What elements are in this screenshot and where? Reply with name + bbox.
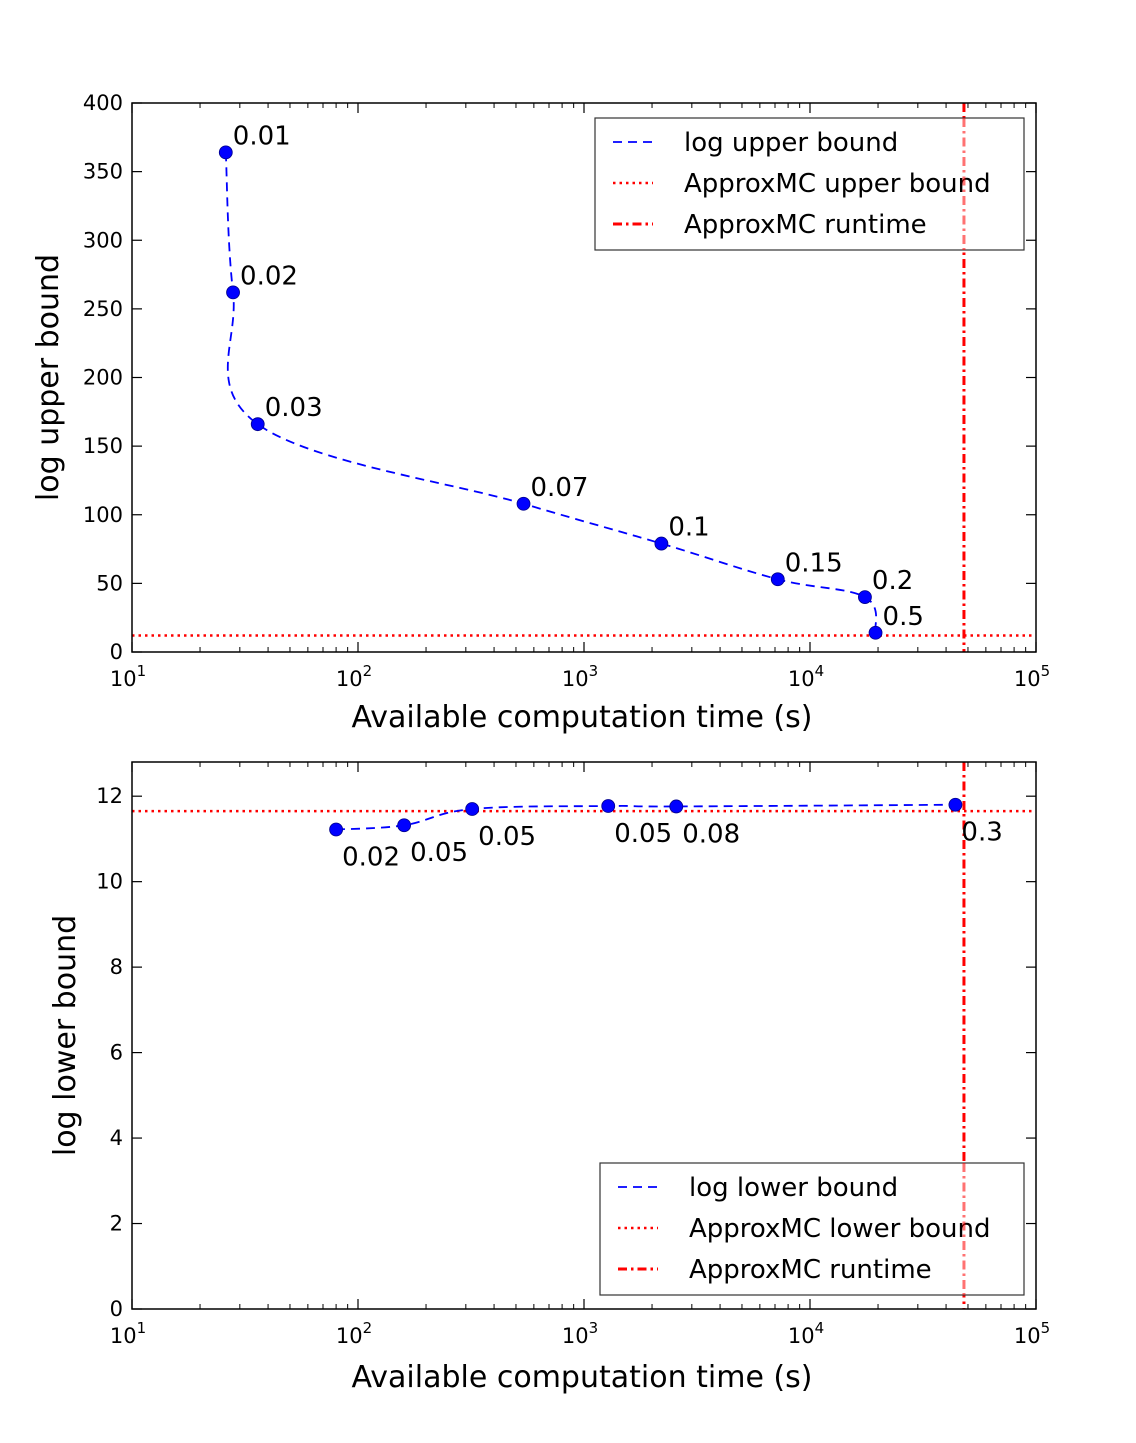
legend-label-runtime: ApproxMC runtime bbox=[689, 1255, 932, 1285]
x-tick-exponent: 4 bbox=[815, 662, 825, 680]
y-tick-label: 0 bbox=[110, 1297, 123, 1321]
y-tick-label: 2 bbox=[110, 1212, 123, 1236]
x-tick-exponent: 2 bbox=[363, 1319, 373, 1337]
upper-bound-plot-frame bbox=[131, 102, 1037, 653]
data-point-label: 0.05 bbox=[478, 822, 536, 852]
data-point-label: 0.2 bbox=[872, 566, 913, 596]
x-tick-label: 105 bbox=[1014, 1319, 1050, 1348]
x-tick-label: 103 bbox=[562, 1319, 598, 1348]
data-point-label: 0.05 bbox=[410, 838, 468, 868]
data-point bbox=[868, 625, 883, 640]
x-tick-exponent: 1 bbox=[137, 1319, 147, 1337]
x-tick-label: 105 bbox=[1014, 662, 1050, 691]
data-point-label: 0.5 bbox=[883, 602, 924, 632]
x-tick-label: 101 bbox=[110, 662, 146, 691]
legend-box bbox=[599, 1162, 1025, 1296]
y-tick-label: 8 bbox=[110, 955, 123, 979]
x-tick-exponent: 2 bbox=[363, 662, 373, 680]
x-tick-base: 10 bbox=[562, 1324, 589, 1348]
x-tick-label: 102 bbox=[336, 1319, 372, 1348]
lower-bound-legend: log lower bound ApproxMC lower bound App… bbox=[599, 1162, 1025, 1296]
upper-bound-y-axis-label: log upper bound bbox=[31, 254, 66, 501]
x-tick-label: 103 bbox=[562, 662, 598, 691]
y-tick-label: 0 bbox=[110, 640, 123, 664]
data-point-label: 0.3 bbox=[961, 818, 1002, 848]
lower-bound-y-axis-label: log lower bound bbox=[48, 915, 83, 1156]
upper-bound-x-axis-label: Available computation time (s) bbox=[352, 700, 813, 735]
y-tick-label: 400 bbox=[83, 91, 123, 115]
x-tick-label: 101 bbox=[110, 1319, 146, 1348]
x-tick-base: 10 bbox=[788, 667, 815, 691]
data-point bbox=[250, 417, 265, 432]
x-tick-label: 102 bbox=[336, 662, 372, 691]
data-point bbox=[858, 590, 872, 604]
data-point-label: 0.03 bbox=[265, 393, 323, 423]
x-tick-exponent: 3 bbox=[589, 1319, 599, 1337]
lower-bound-plot-frame bbox=[131, 761, 1037, 1310]
legend-label-series: log lower bound bbox=[689, 1173, 898, 1203]
x-tick-exponent: 1 bbox=[137, 662, 147, 680]
x-tick-exponent: 3 bbox=[589, 662, 599, 680]
y-tick-label: 200 bbox=[83, 366, 123, 390]
x-tick-base: 10 bbox=[788, 1324, 815, 1348]
legend-box bbox=[594, 117, 1025, 251]
x-tick-base: 10 bbox=[336, 667, 363, 691]
y-tick-label: 6 bbox=[110, 1041, 123, 1065]
x-tick-base: 10 bbox=[1014, 667, 1041, 691]
data-point-label: 0.05 bbox=[614, 819, 672, 849]
y-tick-label: 300 bbox=[83, 228, 123, 252]
upper-bound-legend: log upper bound ApproxMC upper bound App… bbox=[594, 117, 1025, 251]
data-point bbox=[329, 822, 343, 837]
upper-bound-chart: 101 102 103 104 105050100150200250300350400 … bbox=[31, 91, 1050, 735]
legend-label-series: log upper bound bbox=[684, 128, 898, 158]
upper-bound-points: 0.01 0.02 0.03 0.07 0.1 0.15 0.2 0.5 bbox=[218, 121, 924, 640]
data-point bbox=[465, 802, 480, 816]
data-point bbox=[218, 145, 233, 160]
x-tick-exponent: 5 bbox=[1041, 662, 1051, 680]
data-point-label: 0.02 bbox=[342, 843, 400, 873]
data-point-label: 0.08 bbox=[682, 819, 740, 849]
y-tick-label: 50 bbox=[96, 571, 123, 595]
y-tick-label: 100 bbox=[83, 503, 123, 527]
y-tick-label: 12 bbox=[96, 784, 123, 808]
legend-label-approx-bound: ApproxMC upper bound bbox=[684, 169, 991, 199]
data-point-label: 0.15 bbox=[785, 548, 843, 578]
x-tick-exponent: 5 bbox=[1041, 1319, 1051, 1337]
y-tick-label: 10 bbox=[96, 870, 123, 894]
lower-bound-points: 0.02 0.05 0.05 0.05 0.08 0.3 bbox=[329, 797, 1003, 873]
y-tick-label: 350 bbox=[83, 160, 123, 184]
legend-label-approx-bound: ApproxMC lower bound bbox=[689, 1214, 990, 1244]
x-tick-label: 104 bbox=[788, 662, 824, 691]
x-tick-base: 10 bbox=[336, 1324, 363, 1348]
y-tick-label: 250 bbox=[83, 297, 123, 321]
data-point-label: 0.07 bbox=[531, 473, 589, 503]
x-tick-base: 10 bbox=[110, 1324, 137, 1348]
x-tick-base: 10 bbox=[110, 667, 137, 691]
data-point-label: 0.1 bbox=[668, 513, 709, 543]
x-tick-exponent: 4 bbox=[815, 1319, 825, 1337]
data-point-label: 0.02 bbox=[240, 261, 298, 291]
y-tick-label: 150 bbox=[83, 434, 123, 458]
x-tick-base: 10 bbox=[1014, 1324, 1041, 1348]
y-tick-label: 4 bbox=[110, 1126, 123, 1150]
data-point bbox=[226, 285, 240, 300]
x-tick-base: 10 bbox=[562, 667, 589, 691]
data-point bbox=[669, 799, 684, 814]
legend-label-runtime: ApproxMC runtime bbox=[684, 210, 927, 240]
lower-bound-x-axis-label: Available computation time (s) bbox=[352, 1360, 813, 1395]
data-point bbox=[516, 496, 531, 511]
x-tick-label: 104 bbox=[788, 1319, 824, 1348]
data-point bbox=[601, 799, 616, 813]
data-point bbox=[770, 572, 785, 587]
data-point bbox=[654, 536, 669, 551]
data-point-label: 0.01 bbox=[233, 121, 291, 151]
data-point bbox=[397, 818, 412, 833]
data-point bbox=[948, 797, 963, 812]
